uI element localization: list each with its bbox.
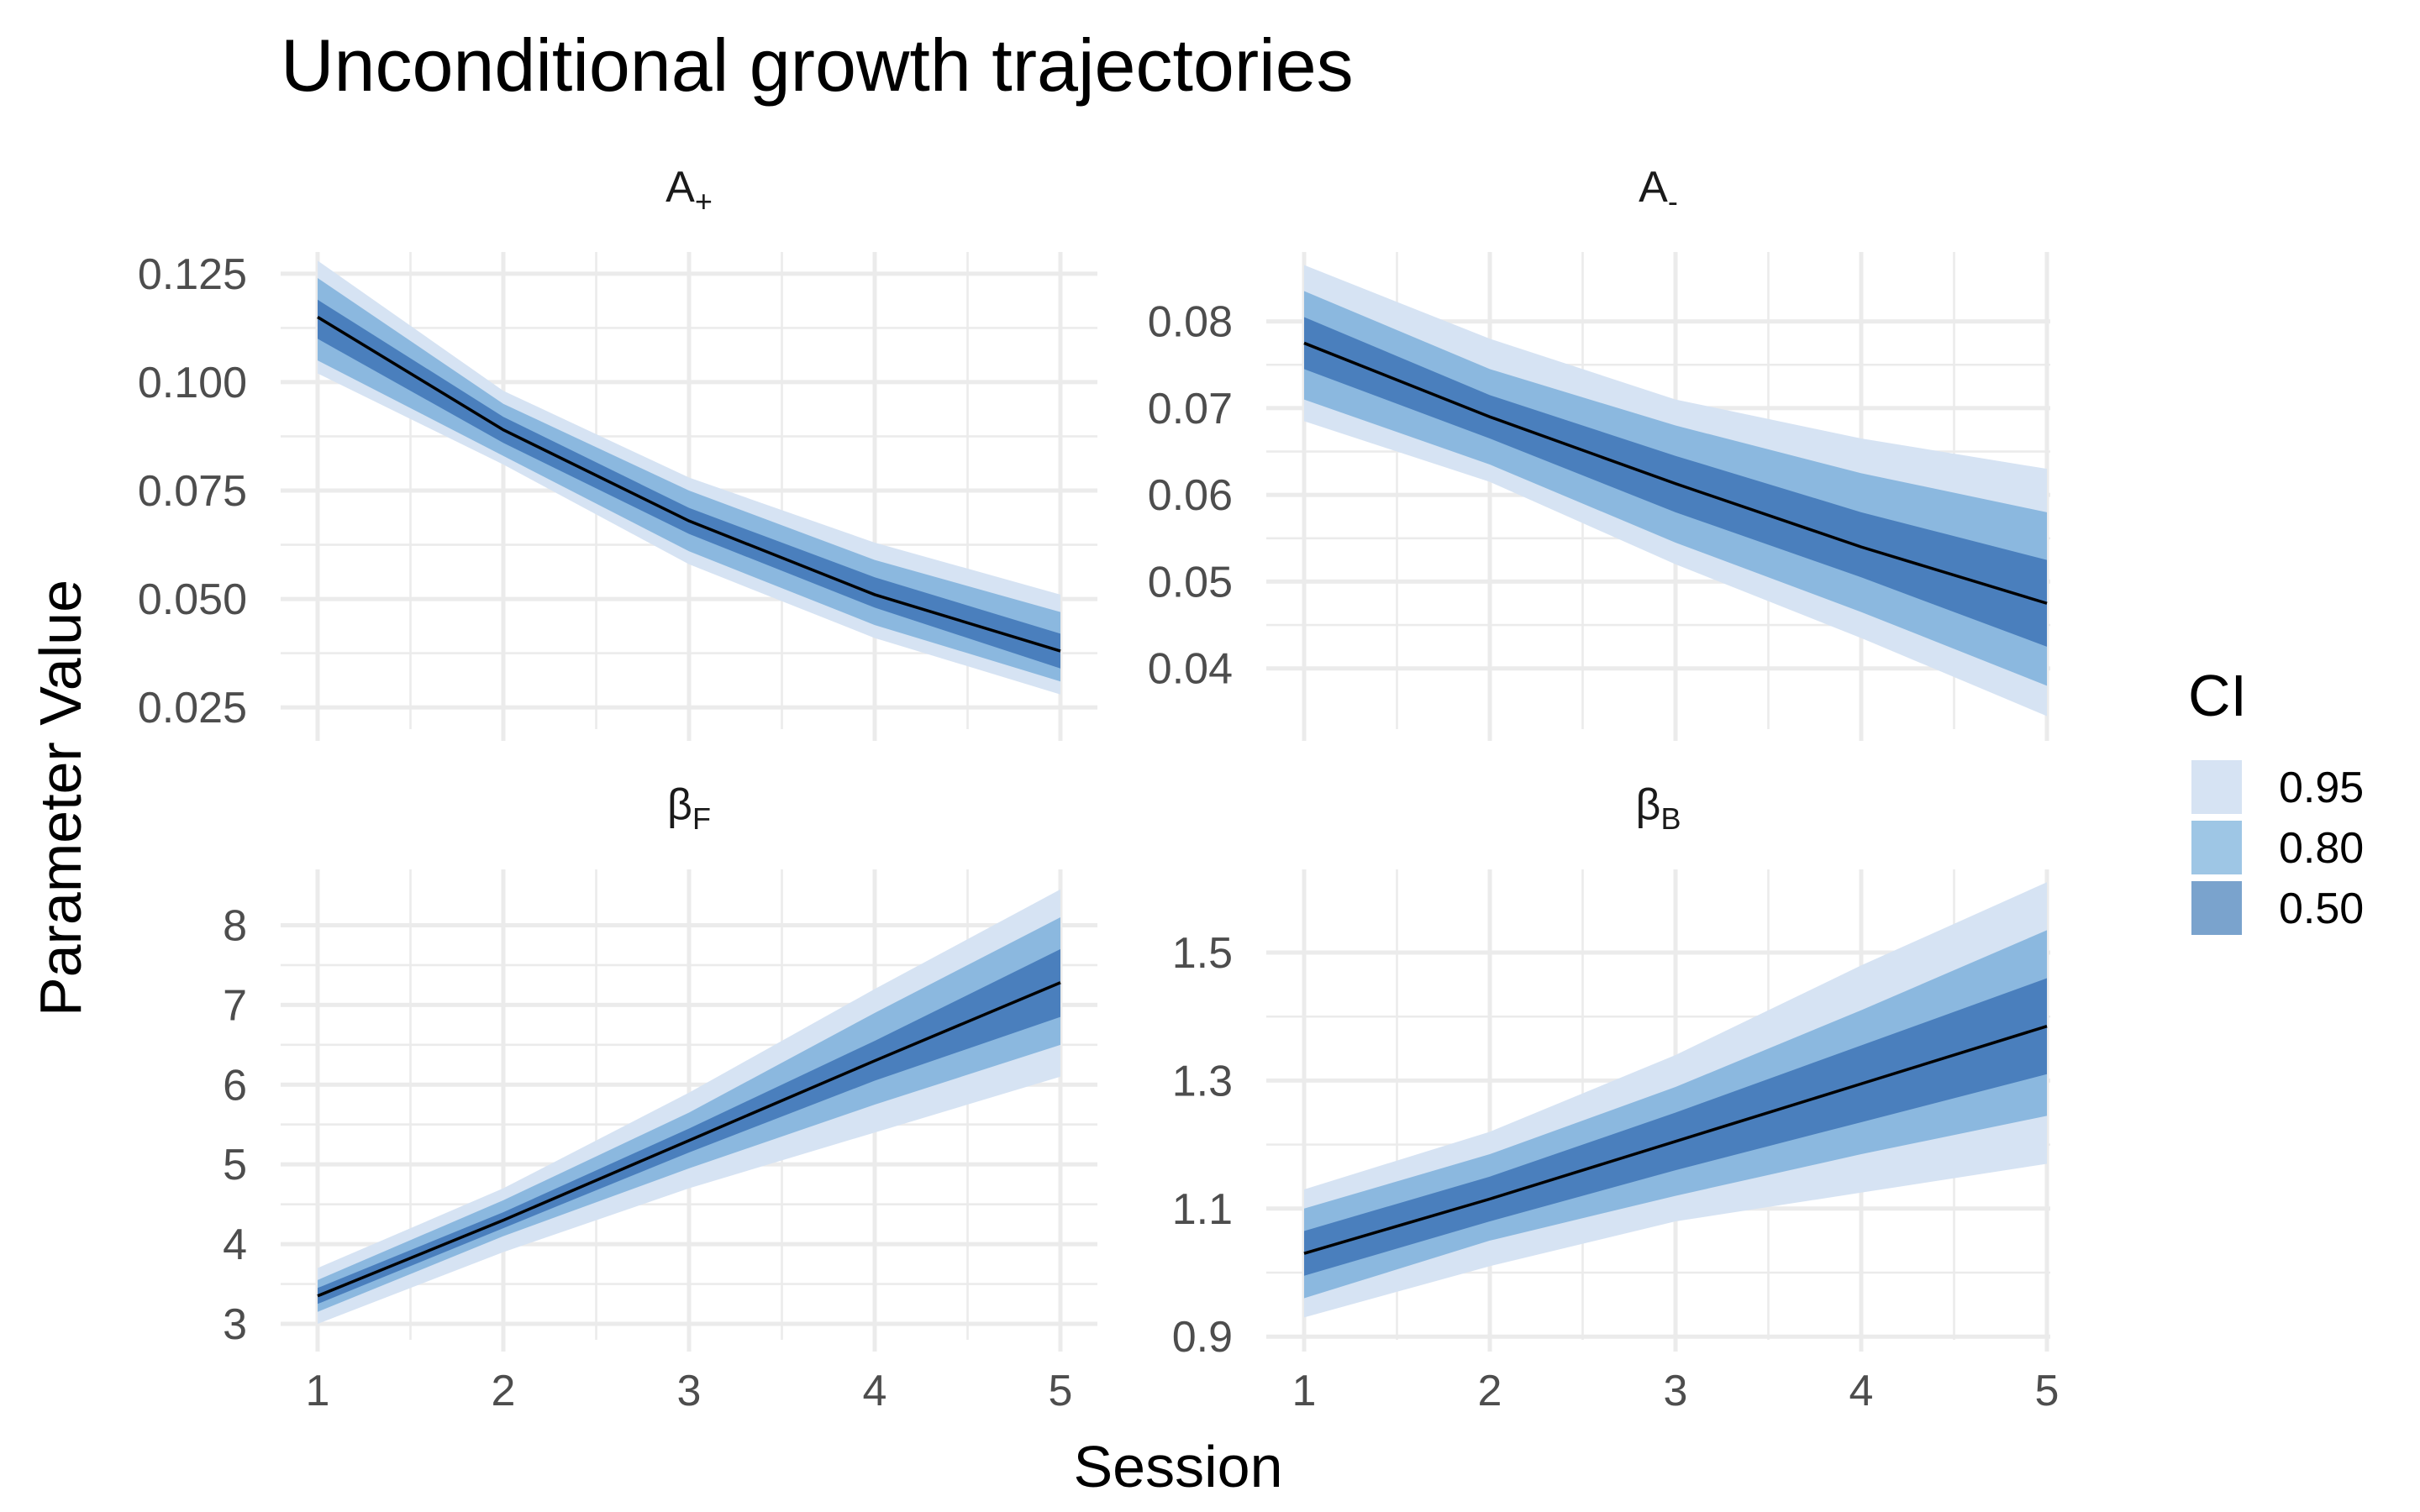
y-tick-label: 5 [223, 1141, 247, 1189]
y-tick-label: 3 [223, 1300, 247, 1349]
mean-trajectory-line [317, 315, 1061, 653]
x-tick-label: 3 [677, 1367, 702, 1415]
y-tick-label: 7 [223, 981, 247, 1030]
y-tick-label: 1.3 [1172, 1057, 1233, 1105]
y-tick-label: 6 [223, 1061, 247, 1110]
y-tick-label: 0.100 [138, 359, 247, 407]
y-tick-label: 0.9 [1172, 1313, 1233, 1362]
y-tick-label: 0.08 [1148, 298, 1233, 347]
x-tick-label: 4 [1849, 1367, 1874, 1415]
x-tick-label: 2 [492, 1367, 516, 1415]
x-tick-label: 4 [863, 1367, 887, 1415]
legend-swatch [2191, 881, 2242, 935]
mean-trajectory-line [1303, 341, 2048, 605]
y-axis-title: Parameter Value [28, 580, 93, 1016]
legend-title: CI [2188, 663, 2247, 728]
x-tick-label: 2 [1478, 1367, 1502, 1415]
facet-panel: 0.025 0.050 0.075 0.100 0.125 A+ [138, 163, 1097, 741]
y-tick-label: 0.04 [1148, 645, 1233, 694]
chart-title: Unconditional growth trajectories [281, 24, 1354, 107]
x-tick-label: 5 [2035, 1367, 2060, 1415]
ci-50-band [1304, 317, 2047, 647]
facet-panel: 0.9 1.1 1.3 1.5 1 2 3 4 5 βB [1172, 780, 2060, 1415]
mean-trajectory-line [317, 981, 1061, 1298]
y-tick-label: 4 [223, 1221, 247, 1269]
y-tick-label: 0.025 [138, 684, 247, 732]
x-tick-label: 1 [1292, 1367, 1317, 1415]
y-tick-label: 1.5 [1172, 929, 1233, 978]
legend-swatch [2191, 760, 2242, 814]
mean-trajectory-line [1303, 1024, 2048, 1255]
facet-panels: 0.0250.0500.0750.1000.125A+0.040.050.060… [138, 163, 2060, 1415]
x-axis-title: Session [1073, 1434, 1282, 1499]
facet-strip-label: A- [1639, 163, 1678, 218]
facet-strip-label: βB [1636, 780, 1681, 836]
legend: CI 0.95 0.80 0.50 [2188, 663, 2364, 935]
x-tick-label: 1 [306, 1367, 330, 1415]
legend-swatch [2191, 821, 2242, 874]
ci-50-band [318, 948, 1060, 1305]
ci-50-band [1304, 978, 2047, 1276]
legend-items: 0.95 0.80 0.50 [2191, 760, 2364, 935]
legend-label: 0.80 [2279, 824, 2364, 873]
y-tick-label: 0.05 [1148, 558, 1233, 606]
y-tick-label: 0.06 [1148, 471, 1233, 520]
y-tick-label: 0.075 [138, 467, 247, 516]
x-tick-label: 3 [1664, 1367, 1688, 1415]
y-tick-label: 0.07 [1148, 385, 1233, 433]
facet-strip-label: βF [667, 780, 711, 836]
ci-50-band [318, 299, 1060, 669]
y-tick-label: 0.125 [138, 250, 247, 299]
y-tick-label: 1.1 [1172, 1185, 1233, 1234]
y-tick-label: 8 [223, 901, 247, 950]
facet-strip-label: A+ [666, 163, 713, 218]
legend-label: 0.50 [2279, 885, 2364, 933]
facet-panel: 0.04 0.05 0.06 0.07 0.08 A- [1148, 163, 2050, 741]
x-tick-label: 5 [1049, 1367, 1073, 1415]
facet-panel: 3 4 5 6 7 8 1 2 3 4 5 βF [223, 780, 1097, 1415]
legend-label: 0.95 [2279, 764, 2364, 812]
y-tick-label: 0.050 [138, 575, 247, 624]
